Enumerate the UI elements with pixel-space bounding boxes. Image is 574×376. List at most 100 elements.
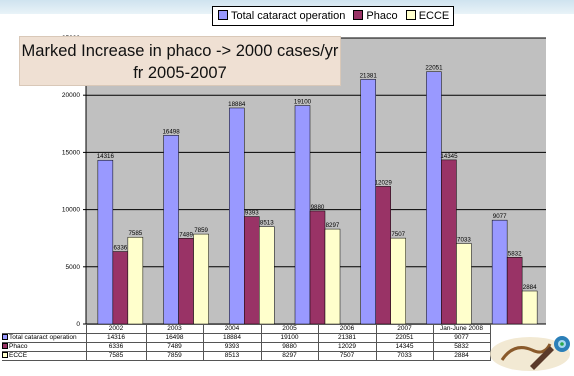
table-header-cell: 2003 <box>145 324 204 334</box>
data-table: 2002 2003 2004 2005 2006 2007 Jan-June 2… <box>2 324 491 361</box>
chart-legend: Total cataract operation Phaco ECCE <box>212 6 454 26</box>
table-cell: 22051 <box>375 333 434 343</box>
data-label: 7507 <box>391 231 405 238</box>
bar <box>178 238 194 325</box>
data-label: 9077 <box>493 213 507 220</box>
bar <box>506 257 523 325</box>
data-label: 7859 <box>194 227 208 234</box>
table-swatch-ecce <box>2 352 8 359</box>
bar <box>97 159 114 325</box>
data-label: 22051 <box>425 65 443 72</box>
table-cell: 7489 <box>145 342 204 352</box>
y-tick-label: 15000 <box>62 149 80 156</box>
table-row: Phaco 6336 7489 9393 9880 12029 14345 58… <box>2 342 491 352</box>
data-label: 18884 <box>228 101 246 108</box>
bar <box>244 216 260 325</box>
y-tick-label: 5000 <box>66 264 81 271</box>
y-tick-label: 10000 <box>62 207 80 214</box>
bar <box>521 290 538 325</box>
bar <box>127 236 144 325</box>
bar <box>259 226 275 325</box>
table-cell: 7507 <box>317 351 377 361</box>
legend-label-phaco: Phaco <box>366 10 398 22</box>
table-cell: 7585 <box>85 351 147 361</box>
y-tick-label: 0 <box>76 321 80 328</box>
annotation-callout: Marked Increase in phaco -> 2000 cases/y… <box>19 36 341 86</box>
y-tick-label: 20000 <box>62 92 80 99</box>
legend-item-ecce: ECCE <box>405 7 450 25</box>
bar <box>375 186 391 325</box>
table-cell: 7033 <box>375 351 434 361</box>
table-corner <box>2 325 86 334</box>
table-row-label-text: ECCE <box>9 352 28 360</box>
bar <box>426 71 442 325</box>
data-label: 5832 <box>508 250 522 257</box>
legend-item-phaco: Phaco <box>353 7 398 25</box>
data-label: 9393 <box>245 210 259 217</box>
data-label: 14316 <box>97 153 115 160</box>
table-header-cell: 2004 <box>202 324 262 334</box>
legend-swatch-ecce <box>405 10 416 21</box>
table-cell: 18884 <box>202 333 262 343</box>
table-cell: 2884 <box>432 351 491 361</box>
data-label: 2884 <box>523 284 537 291</box>
data-label: 14345 <box>440 153 458 160</box>
data-label: 7033 <box>457 237 471 244</box>
legend-swatch-total <box>218 10 228 21</box>
legend-label-ecce: ECCE <box>418 10 450 22</box>
table-swatch-total <box>2 334 8 341</box>
table-cell: 8513 <box>202 351 262 361</box>
data-label: 21381 <box>360 72 378 79</box>
table-cell: 6336 <box>85 342 147 352</box>
table-cell: 14345 <box>375 342 434 352</box>
bar <box>441 159 457 325</box>
table-cell: 7859 <box>145 351 204 361</box>
table-row: Total cataract operation 14316 16498 188… <box>2 333 491 343</box>
bar <box>294 105 311 325</box>
table-cell: 9880 <box>260 342 319 352</box>
table-row-label: ECCE <box>2 351 87 361</box>
data-label: 8297 <box>326 222 340 229</box>
table-cell: 19100 <box>260 333 319 343</box>
table-header-cell: 2002 <box>85 324 147 334</box>
table-header-row: 2002 2003 2004 2005 2006 2007 Jan-June 2… <box>2 324 491 334</box>
bar <box>229 107 245 325</box>
table-cell: 14316 <box>85 333 147 343</box>
table-header-cell: 2007 <box>375 324 434 334</box>
legend-label-total: Total cataract operation <box>231 10 346 22</box>
table-cell: 12029 <box>317 342 377 352</box>
data-label: 6336 <box>113 245 127 252</box>
table-cell: 8297 <box>260 351 319 361</box>
table-row-label-text: Phaco <box>9 343 28 351</box>
data-label: 19100 <box>294 98 312 105</box>
table-row: ECCE 7585 7859 8513 8297 7507 7033 2884 <box>2 351 491 361</box>
data-label: 9880 <box>311 204 325 211</box>
table-cell: 16498 <box>145 333 204 343</box>
table-cell: 21381 <box>317 333 377 343</box>
bar <box>360 79 376 325</box>
table-row-label: Total cataract operation <box>2 333 87 343</box>
bar <box>491 219 508 325</box>
table-cell: 9393 <box>202 342 262 352</box>
bar <box>390 237 406 325</box>
table-row-label-text: Total cataract operation <box>9 334 77 342</box>
data-label: 16498 <box>162 128 180 135</box>
bar <box>324 228 341 325</box>
bar <box>309 210 326 325</box>
legend-item-total: Total cataract operation <box>218 7 345 25</box>
table-header-cell: 2005 <box>260 324 319 334</box>
bar <box>163 135 179 325</box>
bar <box>193 233 209 325</box>
bar <box>112 251 129 325</box>
legend-swatch-phaco <box>353 10 364 21</box>
data-label: 7585 <box>128 230 142 237</box>
data-label: 7489 <box>179 231 193 238</box>
hospital-logo-icon <box>490 336 570 371</box>
table-header-cell: 2006 <box>317 324 377 334</box>
table-row-label: Phaco <box>2 342 87 352</box>
table-swatch-phaco <box>2 343 8 350</box>
data-label: 12029 <box>375 179 393 186</box>
bar <box>456 243 472 325</box>
data-label: 8513 <box>260 220 274 227</box>
